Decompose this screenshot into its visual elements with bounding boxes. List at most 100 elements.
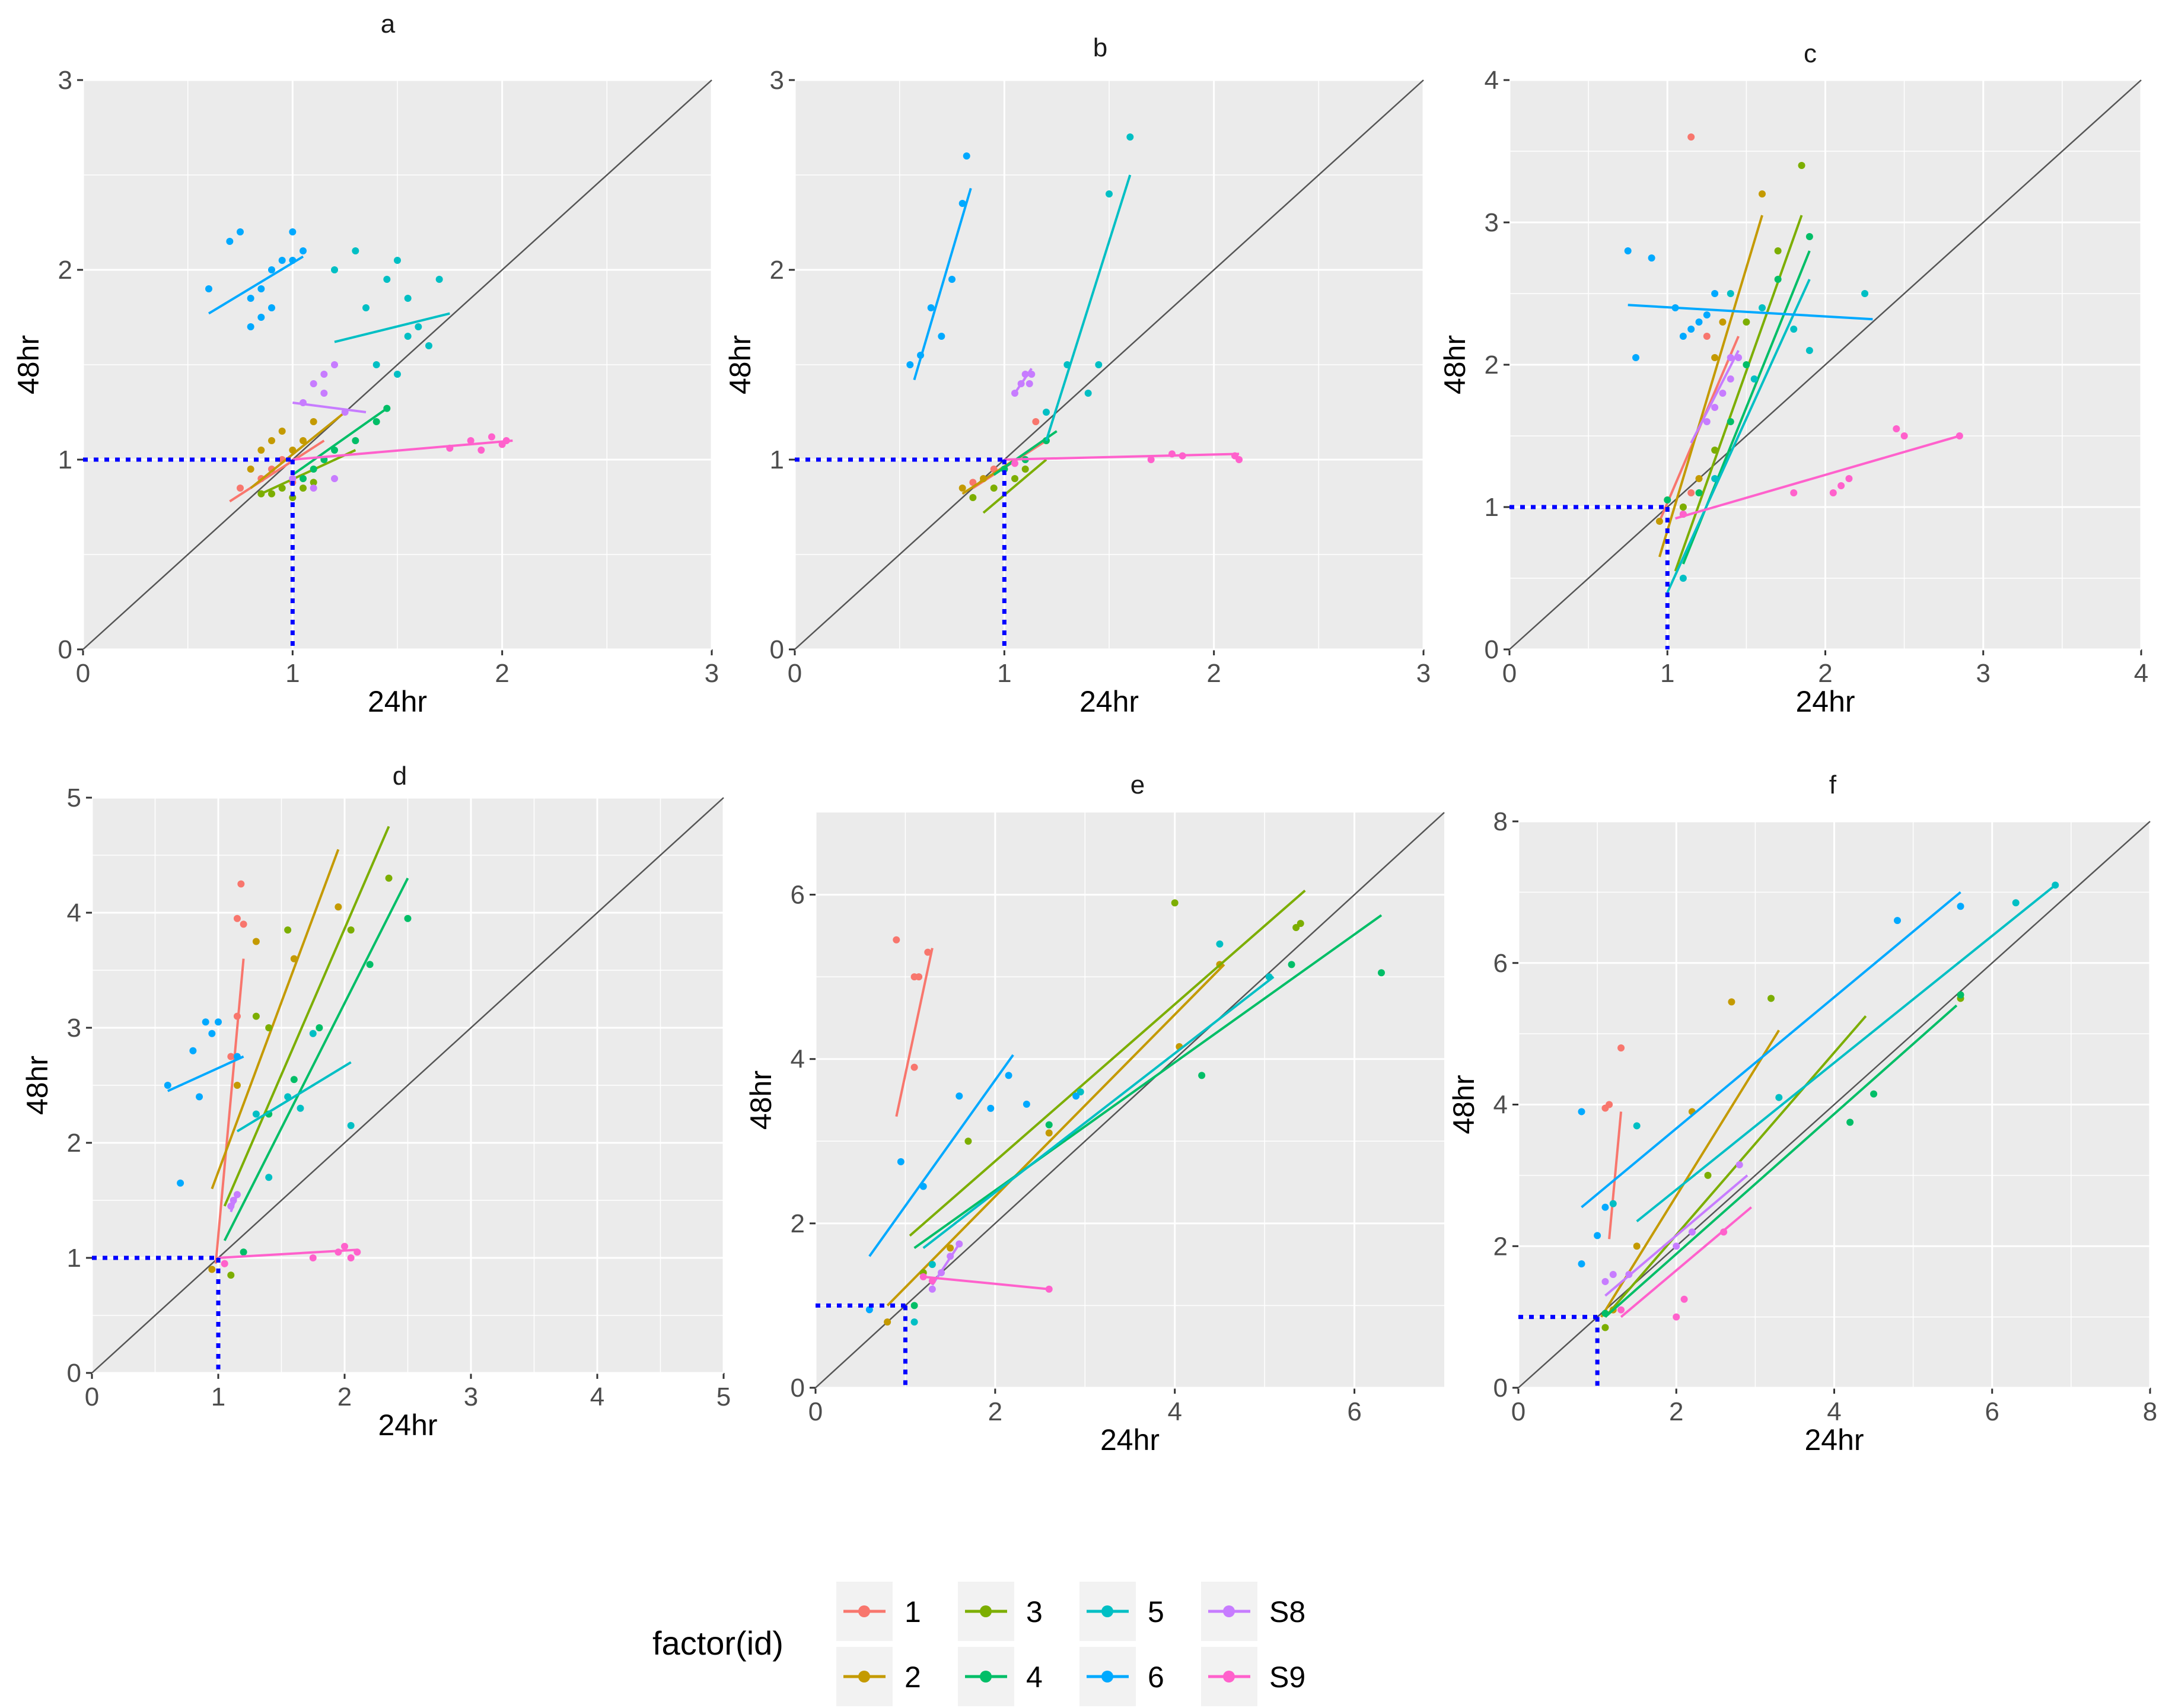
x-tick-label: 4	[1167, 1397, 1181, 1426]
data-point-5	[383, 276, 391, 283]
y-tick-label: 0	[67, 1359, 81, 1388]
fit-line-S8	[292, 401, 367, 413]
data-point-6	[956, 1092, 963, 1100]
y-tick-label: 4	[1493, 1091, 1508, 1120]
data-point-5	[352, 247, 359, 254]
data-point-3	[265, 1024, 273, 1031]
legend-label-2: 2	[905, 1661, 921, 1694]
data-point-4	[372, 418, 380, 425]
fit-line-3	[223, 826, 390, 1207]
data-point-S9	[1011, 460, 1018, 467]
fit-line-4	[1604, 1004, 1958, 1318]
data-point-S9	[1893, 425, 1900, 432]
fit-line-S8	[1604, 1174, 1749, 1297]
panel-d: 0 1 2 3 4 5 0 1 2 3 4 5 d 24hr 48hr	[21, 761, 731, 1442]
y-tick-label: 1	[67, 1244, 81, 1273]
fit-line-5	[334, 312, 450, 343]
data-point-S9	[1235, 456, 1243, 463]
data-point-S8	[1727, 375, 1734, 383]
data-point-4	[352, 437, 359, 444]
fit-line-3	[909, 890, 1306, 1237]
data-point-S9	[1680, 1295, 1688, 1303]
fit-line-4	[292, 407, 388, 476]
y-tick-label: 5	[67, 783, 81, 812]
x-tick-label: 4	[590, 1382, 604, 1411]
data-point-3	[1774, 247, 1782, 254]
fit-line-S9	[923, 1275, 1049, 1290]
data-point-3	[1798, 162, 1805, 169]
data-point-S8	[331, 475, 338, 482]
data-point-1	[1687, 133, 1695, 141]
data-point-5	[309, 1030, 317, 1037]
x-axis-title: 24hr	[1804, 1423, 1864, 1457]
y-axis-title: 48hr	[724, 335, 757, 394]
data-point-1	[969, 479, 977, 486]
data-point-6	[177, 1179, 184, 1187]
y-axis-title: 48hr	[1447, 1075, 1480, 1134]
data-point-6	[938, 333, 945, 340]
y-tick-label: 0	[770, 635, 784, 664]
data-point-1	[1617, 1044, 1625, 1051]
data-point-5	[1861, 290, 1869, 297]
x-tick-label: 6	[1347, 1397, 1361, 1426]
data-point-S8	[1711, 404, 1719, 411]
legend-title: factor(id)	[652, 1624, 784, 1662]
data-point-S8	[1673, 1242, 1680, 1250]
data-point-5	[1633, 1122, 1641, 1130]
x-tick-label: 1	[997, 659, 1011, 688]
data-point-4	[240, 1248, 247, 1256]
data-point-2	[233, 1082, 241, 1089]
data-point-6	[289, 228, 297, 235]
y-tick-label: 4	[67, 898, 81, 928]
data-point-S8	[310, 380, 317, 387]
y-tick-label: 0	[791, 1374, 805, 1403]
panel-title: a	[381, 9, 396, 39]
data-point-S8	[331, 361, 338, 368]
data-point-4	[366, 961, 374, 968]
data-point-6	[1578, 1260, 1585, 1268]
data-point-6	[1711, 290, 1719, 297]
data-point-3	[268, 490, 275, 498]
data-point-1	[1032, 418, 1040, 425]
panel-title: e	[1130, 770, 1145, 799]
data-point-S9	[1845, 475, 1853, 482]
data-point-5	[404, 333, 412, 340]
data-point-S8	[1735, 1161, 1743, 1168]
legend-point-4	[980, 1671, 992, 1682]
data-point-3	[278, 485, 286, 492]
x-tick-label: 0	[1502, 659, 1517, 688]
data-point-6	[1957, 903, 1964, 910]
data-point-6	[247, 323, 254, 330]
y-tick-label: 3	[770, 66, 784, 95]
data-point-1	[227, 1053, 235, 1060]
data-point-2	[247, 466, 254, 473]
data-point-4	[910, 1302, 918, 1309]
fit-line-5	[922, 976, 1275, 1250]
fit-line-6	[1581, 891, 1961, 1209]
data-point-6	[196, 1093, 203, 1101]
fit-line-6	[913, 187, 972, 381]
identity-line	[1509, 79, 2142, 650]
data-point-S8	[1727, 354, 1734, 361]
data-point-6	[963, 152, 970, 160]
x-axis-title: 24hr	[368, 685, 427, 718]
data-point-S8	[1609, 1271, 1617, 1278]
data-point-2	[268, 437, 275, 444]
fit-line-S8	[1690, 350, 1740, 444]
y-tick-label: 2	[770, 256, 784, 285]
data-point-3	[1767, 995, 1775, 1002]
legend-label-6: 6	[1148, 1661, 1164, 1694]
data-point-2	[1655, 518, 1663, 525]
data-point-5	[910, 1318, 918, 1326]
fit-line-1	[214, 958, 245, 1264]
data-point-S9	[477, 447, 485, 454]
legend-label-5: 5	[1148, 1595, 1164, 1629]
data-point-S9	[309, 1254, 317, 1261]
y-tick-label: 6	[1493, 949, 1508, 978]
fit-line-S9	[1675, 435, 1960, 520]
data-point-3	[1679, 504, 1687, 511]
fit-line-3	[260, 449, 356, 495]
data-point-4	[1957, 991, 1964, 999]
data-point-5	[331, 266, 338, 273]
data-point-2	[1711, 354, 1719, 361]
